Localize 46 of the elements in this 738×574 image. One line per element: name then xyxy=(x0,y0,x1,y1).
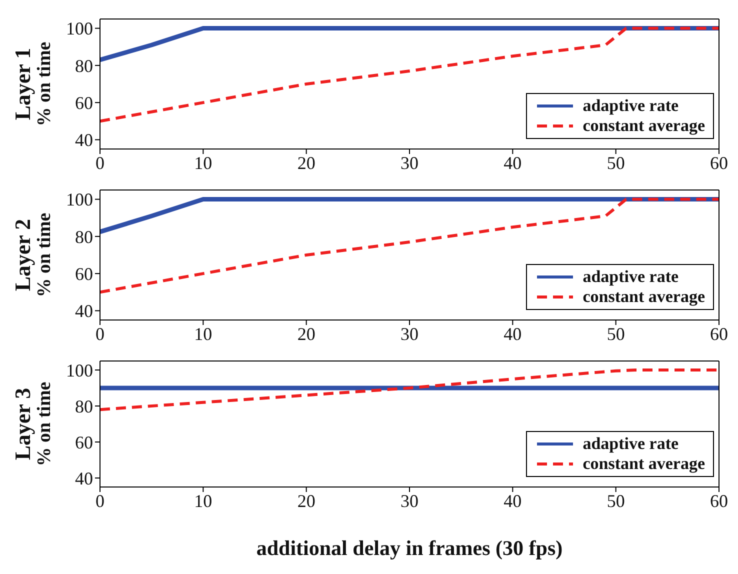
legend-label: adaptive rate xyxy=(582,267,679,287)
x-tick-label: 60 xyxy=(710,490,728,511)
x-tick-label: 0 xyxy=(96,490,104,511)
y-tick-label: 80 xyxy=(75,396,93,416)
x-tick-label: 10 xyxy=(194,490,212,511)
x-tick-label: 30 xyxy=(400,324,418,344)
y-tick-label: 100 xyxy=(66,360,93,380)
line-series xyxy=(100,26,719,123)
line-series xyxy=(100,368,719,412)
legend-label: constant average xyxy=(582,116,705,136)
legend-label: constant average xyxy=(582,287,705,307)
x-tick-label: 40 xyxy=(504,490,522,511)
x-tick-label: 0 xyxy=(96,152,104,173)
legend-label: adaptive rate xyxy=(582,434,679,454)
x-tick-label: 30 xyxy=(400,490,418,511)
y-axis-title: Layer 3 % on time xyxy=(10,382,55,466)
y-tick-label: 100 xyxy=(66,190,93,210)
x-tick-label: 60 xyxy=(710,152,728,173)
x-tick-label: 20 xyxy=(297,324,316,344)
x-tick-label: 40 xyxy=(504,152,522,173)
x-tick-label: 50 xyxy=(606,490,625,511)
x-tick-label: 50 xyxy=(606,152,625,173)
x-tick-label: 50 xyxy=(606,324,625,344)
x-axis-title: additional delay in frames (30 fps) xyxy=(256,536,563,560)
y-tick-label: 80 xyxy=(75,226,93,247)
y-tick-label: 100 xyxy=(66,18,93,39)
y-tick-label: 60 xyxy=(75,264,93,284)
x-tick-label: 20 xyxy=(297,152,316,173)
x-tick-label: 10 xyxy=(194,152,212,173)
y-tick-label: 80 xyxy=(75,56,93,76)
y-tick-label: 60 xyxy=(75,92,93,113)
y-tick-label: 40 xyxy=(75,468,93,488)
legend-label: adaptive rate xyxy=(582,96,679,116)
x-tick-label: 20 xyxy=(297,490,316,511)
x-tick-label: 0 xyxy=(96,324,104,344)
x-tick-label: 60 xyxy=(710,324,728,344)
y-axis-title: Layer 1 % on time xyxy=(10,42,55,126)
x-tick-label: 40 xyxy=(504,324,522,344)
line-series xyxy=(100,198,719,294)
y-axis-title: Layer 2 % on time xyxy=(10,212,55,298)
y-tick-label: 40 xyxy=(75,301,93,322)
y-tick-label: 60 xyxy=(75,432,93,452)
y-tick-label: 40 xyxy=(75,130,93,150)
legend-label: constant average xyxy=(582,454,705,474)
x-tick-label: 10 xyxy=(194,324,212,344)
x-tick-label: 30 xyxy=(400,152,418,173)
